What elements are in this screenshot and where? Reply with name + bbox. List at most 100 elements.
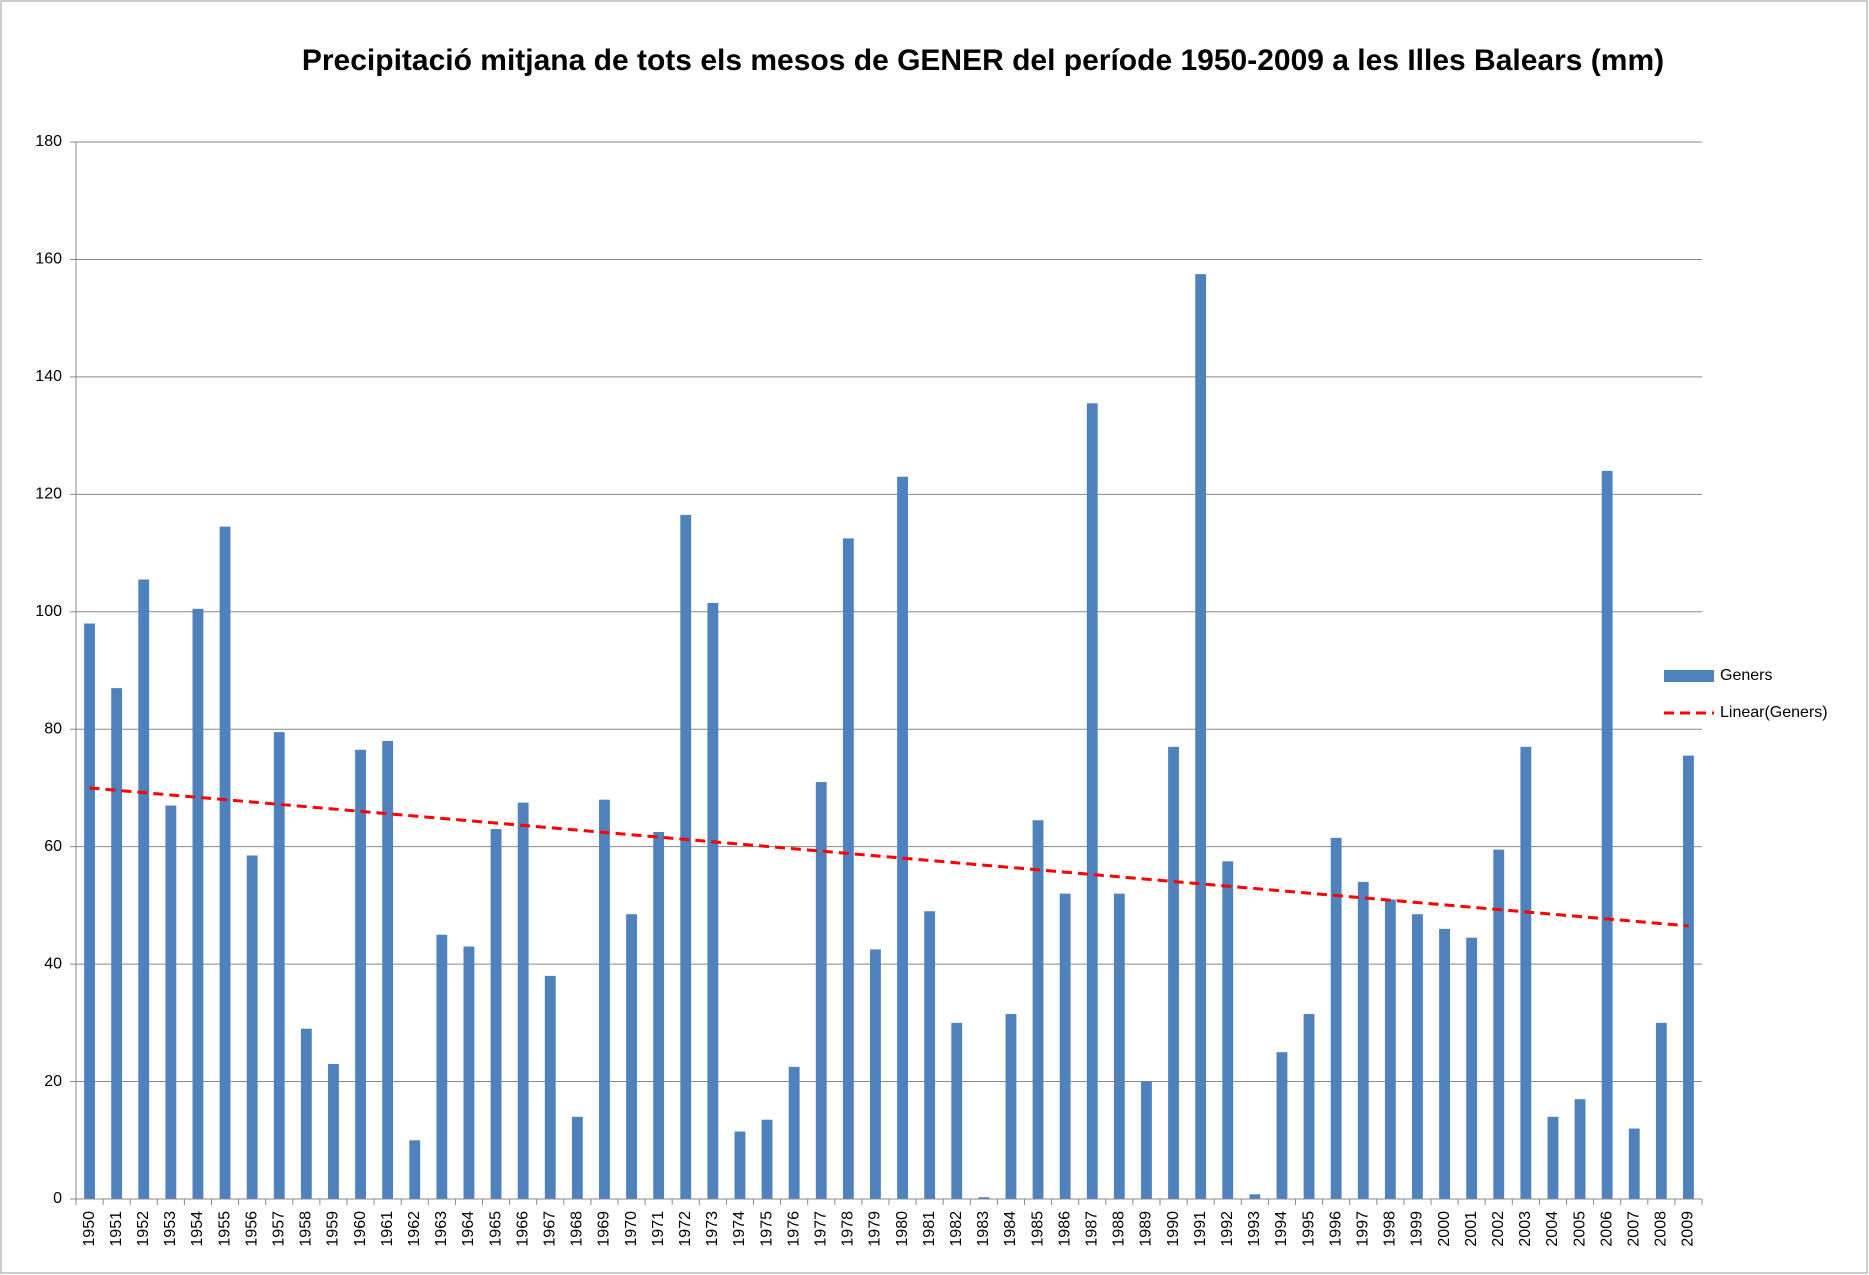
legend-label: Geners <box>1720 667 1772 684</box>
x-tick-label: 1985 <box>1029 1211 1046 1247</box>
bar <box>219 526 231 1199</box>
bar <box>1113 893 1125 1199</box>
x-tick-label: 1952 <box>135 1211 152 1247</box>
x-tick-label: 1988 <box>1111 1211 1128 1247</box>
x-tick-label: 1996 <box>1327 1211 1344 1247</box>
bar <box>1628 1128 1640 1199</box>
x-tick-label: 1990 <box>1165 1211 1182 1247</box>
bar <box>924 911 936 1199</box>
x-tick-label: 2001 <box>1463 1211 1480 1247</box>
bar <box>84 623 95 1199</box>
bar <box>1520 746 1532 1199</box>
x-tick-label: 1976 <box>785 1211 802 1247</box>
bar <box>680 514 692 1199</box>
bar <box>1195 274 1207 1199</box>
bar <box>1412 914 1423 1199</box>
bar <box>1222 861 1234 1199</box>
x-tick-label: 1950 <box>81 1211 98 1247</box>
bar <box>1303 1014 1315 1199</box>
bar <box>1683 755 1694 1199</box>
bar <box>897 476 908 1199</box>
legend-swatch <box>1664 670 1714 682</box>
y-tick-label: 100 <box>35 603 62 620</box>
bar <box>1059 893 1071 1199</box>
bar <box>1168 746 1179 1199</box>
bar <box>653 831 665 1199</box>
x-tick-label: 1968 <box>569 1211 586 1247</box>
bar <box>1141 1081 1152 1199</box>
bar <box>1086 403 1098 1199</box>
x-tick-label: 2006 <box>1598 1211 1615 1247</box>
x-tick-label: 1960 <box>352 1211 369 1247</box>
x-tick-label: 2002 <box>1490 1211 1507 1247</box>
x-tick-label: 1993 <box>1246 1211 1263 1247</box>
x-tick-label: 1974 <box>731 1211 748 1247</box>
bar <box>111 688 123 1199</box>
x-tick-label: 1973 <box>704 1211 721 1247</box>
trendline <box>89 786 1689 928</box>
x-tick-label: 1956 <box>243 1211 260 1247</box>
bar <box>1384 899 1396 1199</box>
x-tick-label: 1964 <box>460 1211 477 1247</box>
bar <box>571 1116 583 1199</box>
x-tick-label: 1971 <box>650 1211 667 1247</box>
bar <box>599 799 610 1199</box>
x-tick-label: 1975 <box>758 1211 775 1247</box>
bar <box>273 732 285 1199</box>
bar <box>1493 849 1505 1199</box>
x-tick-label: 1995 <box>1300 1211 1317 1247</box>
x-tick-label: 1953 <box>162 1211 179 1247</box>
bar <box>761 1119 773 1199</box>
x-tick-label: 1984 <box>1002 1211 1019 1247</box>
x-tick-label: 1987 <box>1083 1211 1100 1247</box>
bar <box>1655 1022 1667 1199</box>
bar <box>517 802 529 1199</box>
bar <box>788 1066 800 1199</box>
x-tick-label: 1958 <box>298 1211 315 1247</box>
legend-label: Linear(Geners) <box>1720 704 1828 721</box>
x-tick-label: 1966 <box>514 1211 531 1247</box>
y-tick-label: 180 <box>35 133 62 150</box>
bar <box>138 579 150 1199</box>
x-tick-label: 1963 <box>433 1211 450 1247</box>
x-tick-label: 1983 <box>975 1211 992 1247</box>
x-tick-label: 2003 <box>1517 1211 1534 1247</box>
bar <box>544 975 556 1199</box>
x-tick-label: 1967 <box>541 1211 558 1247</box>
x-tick-label: 1955 <box>216 1211 233 1247</box>
y-tick-label: 80 <box>44 720 62 737</box>
bar <box>870 949 881 1199</box>
bar <box>815 782 827 1199</box>
x-tick-label: 1957 <box>270 1211 287 1247</box>
x-tick-label: 1982 <box>948 1211 965 1247</box>
y-tick-label: 120 <box>35 486 62 503</box>
x-tick-label: 1978 <box>840 1211 857 1247</box>
bar <box>1439 928 1450 1199</box>
x-tick-label: 1972 <box>677 1211 694 1247</box>
y-tick-label: 60 <box>44 838 62 855</box>
x-tick-label: 1997 <box>1354 1211 1371 1247</box>
y-tick-label: 160 <box>35 251 62 268</box>
bar <box>842 538 854 1199</box>
bar <box>490 829 502 1199</box>
x-tick-label: 1969 <box>596 1211 613 1247</box>
x-tick-label: 1980 <box>894 1211 911 1247</box>
bar <box>707 602 719 1199</box>
bar <box>300 1028 312 1199</box>
x-tick-label: 1999 <box>1409 1211 1426 1247</box>
x-tick-label: 1994 <box>1273 1211 1290 1247</box>
bar <box>734 1131 746 1199</box>
bar <box>165 805 177 1199</box>
bar <box>382 740 394 1199</box>
x-tick-label: 1977 <box>812 1211 829 1247</box>
bar <box>626 914 637 1199</box>
bar <box>463 946 475 1199</box>
bar <box>1330 837 1342 1199</box>
bar <box>1276 1052 1288 1199</box>
bar <box>355 749 366 1199</box>
x-tick-label: 1962 <box>406 1211 423 1247</box>
y-tick-label: 0 <box>53 1190 62 1207</box>
x-tick-label: 1981 <box>921 1211 938 1247</box>
y-tick-label: 20 <box>44 1073 62 1090</box>
x-tick-label: 1951 <box>108 1211 125 1247</box>
